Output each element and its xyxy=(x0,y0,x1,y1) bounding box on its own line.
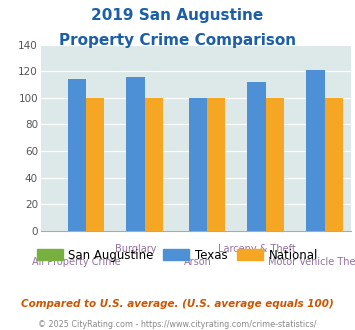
Text: Compared to U.S. average. (U.S. average equals 100): Compared to U.S. average. (U.S. average … xyxy=(21,299,334,309)
Bar xyxy=(247,82,266,231)
Bar xyxy=(145,98,163,231)
Text: 2019 San Augustine: 2019 San Augustine xyxy=(91,8,264,23)
Text: Motor Vehicle Theft: Motor Vehicle Theft xyxy=(268,257,355,267)
Text: © 2025 CityRating.com - https://www.cityrating.com/crime-statistics/: © 2025 CityRating.com - https://www.city… xyxy=(38,320,317,329)
Text: Burglary: Burglary xyxy=(115,244,157,254)
Text: Property Crime Comparison: Property Crime Comparison xyxy=(59,33,296,48)
Bar xyxy=(189,98,207,231)
Legend: San Augustine, Texas, National: San Augustine, Texas, National xyxy=(32,244,323,266)
Bar xyxy=(126,77,145,231)
Bar xyxy=(207,98,225,231)
Bar xyxy=(324,98,343,231)
Text: Larceny & Theft: Larceny & Theft xyxy=(218,244,295,254)
Bar xyxy=(266,98,284,231)
Bar xyxy=(306,70,324,231)
Text: Arson: Arson xyxy=(184,257,212,267)
Text: All Property Crime: All Property Crime xyxy=(32,257,121,267)
Bar xyxy=(68,79,86,231)
Bar xyxy=(86,98,104,231)
